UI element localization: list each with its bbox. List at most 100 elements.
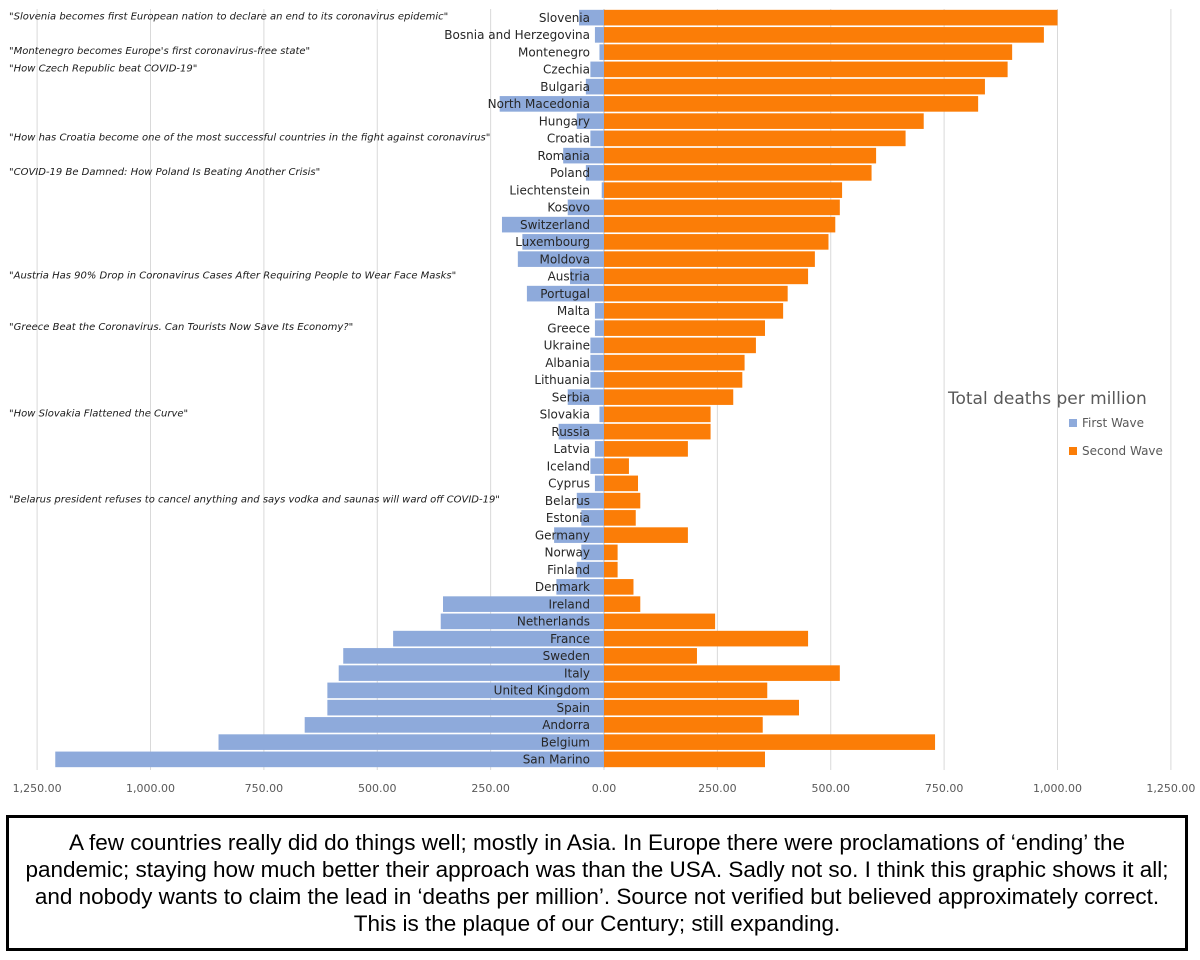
country-label: Romania [538,149,590,163]
bar-first-wave [590,458,604,474]
headline-quote: "How Slovakia Flattened the Curve" [9,408,188,419]
country-label: Estonia [546,511,590,525]
x-tick-label: 0.00 [592,782,617,795]
bar-second-wave [604,251,815,267]
bar-first-wave [576,113,604,129]
bar-second-wave [604,354,745,371]
country-label: Ukraine [544,339,590,353]
country-label: Liechtenstein [509,183,590,197]
bar-first-wave [343,648,604,664]
bar-second-wave [604,9,1058,26]
bar-first-wave [576,561,604,578]
country-label: Austria [548,270,590,284]
x-tick-label: 1,250.00 [13,782,62,795]
x-tick-label: 500.00 [358,782,397,795]
bar-second-wave [604,96,979,112]
country-label: Germany [535,528,590,542]
country-label: Ireland [548,597,590,611]
x-axis-ticks: 1,250.00 1,000.00 750.00 500.00 250.00 0.00 25… [13,782,1196,795]
bar-second-wave [604,510,636,526]
bar-second-wave [604,682,768,699]
bar-second-wave [604,130,906,147]
headline-quote: "Slovenia becomes first European nation … [9,12,448,23]
country-label: Slovakia [540,408,590,422]
country-label: Sweden [543,649,590,663]
bar-first-wave [576,492,604,509]
bar-second-wave [604,579,634,595]
bar-first-wave [594,475,604,492]
bar-first-wave [594,303,604,319]
bar-first-wave [327,699,604,716]
country-label: Moldova [540,252,590,266]
country-label: Greece [547,321,590,335]
country-label: Bulgaria [540,80,590,94]
x-tick-label: 1,000.00 [1033,782,1082,795]
country-label: Hungary [539,114,590,128]
country-label: Latvia [553,442,590,456]
x-tick-label: 750.00 [925,782,964,795]
country-label: Croatia [547,132,590,146]
bar-second-wave [604,596,641,612]
country-label: Lithuania [534,373,590,387]
bar-second-wave [604,406,711,423]
bar-second-wave [604,372,743,388]
bar-first-wave [590,354,604,371]
country-label: Switzerland [520,218,590,232]
bar-first-wave [440,613,604,630]
bar-second-wave [604,613,716,630]
bar-first-wave [393,630,604,647]
x-tick-label: 250.00 [698,782,737,795]
country-label: Slovenia [539,11,590,25]
bar-second-wave [604,216,836,233]
bar-second-wave [604,44,1013,60]
headline-quote: "Austria Has 90% Drop in Coronavirus Cas… [9,270,456,281]
country-label: Serbia [552,390,590,404]
bar-second-wave [604,561,618,578]
bar-second-wave [604,389,734,405]
x-tick-label: 750.00 [245,782,284,795]
bar-first-wave [338,665,604,681]
country-label: Belarus [545,494,590,508]
country-label: North Macedonia [488,97,590,111]
headline-quote: "Montenegro becomes Europe's first coron… [9,46,310,57]
country-label: Montenegro [518,45,590,59]
bar-first-wave [499,96,604,112]
bar-first-wave [304,717,604,733]
bar-first-wave [590,61,604,78]
x-tick-label: 500.00 [812,782,851,795]
bar-second-wave [604,303,784,319]
bar-second-wave [604,717,763,733]
bar-first-wave [327,682,604,699]
bar-second-wave [604,268,809,285]
bar-first-wave [501,216,604,233]
bar-first-wave [599,44,604,60]
bars [55,9,1058,768]
bar-second-wave [604,648,697,664]
country-label: Denmark [535,580,590,594]
bar-first-wave [517,251,604,267]
bar-first-wave [599,406,604,423]
country-label: Portugal [540,287,590,301]
bar-second-wave [604,199,840,216]
headline-quote: "Greece Beat the Coronavirus. Can Touris… [9,322,353,333]
bar-second-wave [604,458,629,474]
country-label: Norway [544,546,590,560]
country-label: Bosnia and Herzegovina [444,28,590,42]
legend-entry: Second Wave [1082,444,1163,458]
legend-swatch [1069,419,1077,427]
bar-first-wave [594,441,604,457]
bar-first-wave [55,751,604,768]
bar-second-wave [604,285,788,302]
bar-second-wave [604,734,936,750]
country-label: United Kingdom [494,684,590,698]
country-label: Russia [551,425,590,439]
legend: Total deaths per million First Wave Secon… [947,389,1163,458]
bar-second-wave [604,441,688,457]
headline-quotes: "Slovenia becomes first European nation … [9,12,500,506]
bar-second-wave [604,630,809,647]
bar-first-wave [563,147,604,164]
bar-second-wave [604,492,641,509]
bar-first-wave [569,268,604,285]
country-label: Netherlands [517,615,590,629]
bar-first-wave [218,734,604,750]
